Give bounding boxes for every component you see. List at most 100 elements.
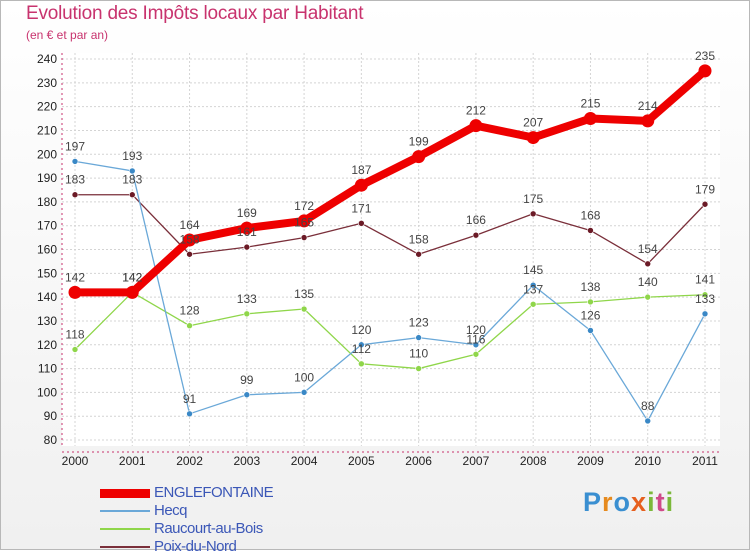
series-line-hecq xyxy=(74,160,706,422)
logo-letter: r xyxy=(602,487,614,517)
data-label: 110 xyxy=(409,347,428,361)
data-label: 116 xyxy=(466,332,485,346)
legend-label: ENGLEFONTAINE xyxy=(154,484,274,501)
data-point xyxy=(587,298,594,306)
x-tick-label: 2008 xyxy=(520,454,547,468)
y-tick-label: 80 xyxy=(44,433,58,447)
proxiti-logo: Proxiti xyxy=(583,487,674,518)
y-tick-label: 190 xyxy=(37,171,57,185)
data-point xyxy=(186,250,193,258)
data-point xyxy=(243,391,251,399)
data-point xyxy=(128,167,136,175)
y-tick-label: 130 xyxy=(37,314,57,328)
data-label: 138 xyxy=(580,280,600,294)
data-point xyxy=(415,250,422,258)
data-label: 161 xyxy=(237,225,257,239)
data-label: 133 xyxy=(695,292,715,306)
data-label: 168 xyxy=(580,208,600,222)
y-tick-label: 90 xyxy=(44,409,58,423)
data-point xyxy=(128,191,136,199)
x-tick-label: 2003 xyxy=(233,454,260,468)
data-label: 171 xyxy=(351,201,371,215)
logo-letter: P xyxy=(583,487,603,517)
data-label: 197 xyxy=(65,139,85,153)
x-tick-label: 2010 xyxy=(634,454,661,468)
x-tick-label: 2009 xyxy=(577,454,604,468)
data-label: 133 xyxy=(237,292,257,306)
data-label: 158 xyxy=(409,232,429,246)
data-label: 112 xyxy=(352,342,371,356)
data-point xyxy=(183,233,197,247)
logo-letter: x xyxy=(631,487,648,517)
data-label: 179 xyxy=(695,182,715,196)
data-point xyxy=(358,220,365,227)
data-label: 164 xyxy=(180,218,200,232)
data-label: 172 xyxy=(294,199,314,213)
data-point xyxy=(529,210,537,218)
data-label: 158 xyxy=(180,232,200,246)
data-point xyxy=(701,200,709,208)
chart-title: Evolution des Impôts locaux par Habitant xyxy=(26,3,364,24)
data-point xyxy=(472,341,480,349)
data-point xyxy=(300,305,308,313)
data-label: 183 xyxy=(122,173,142,187)
logo-letter: t xyxy=(655,487,666,517)
data-label: 135 xyxy=(294,287,314,301)
x-tick-label: 2007 xyxy=(463,454,490,468)
data-point xyxy=(412,150,426,164)
data-label: 128 xyxy=(180,304,200,318)
data-point xyxy=(358,360,365,368)
y-tick-label: 220 xyxy=(37,100,57,114)
data-point xyxy=(415,334,422,341)
data-point xyxy=(472,350,480,358)
data-point xyxy=(358,341,365,349)
y-tick-label: 100 xyxy=(37,385,57,399)
data-point xyxy=(529,300,537,308)
data-point xyxy=(644,260,652,268)
data-point xyxy=(469,119,483,133)
data-point xyxy=(243,310,251,318)
data-label: 120 xyxy=(466,323,486,337)
y-tick-label: 200 xyxy=(37,147,57,161)
legend-label: Raucourt-au-Bois xyxy=(154,520,263,537)
data-label: 199 xyxy=(409,135,429,149)
data-label: 214 xyxy=(638,99,658,113)
data-label: 145 xyxy=(523,263,543,277)
data-point xyxy=(186,410,193,418)
x-tick-label: 2011 xyxy=(692,454,718,468)
logo-letter: i xyxy=(665,487,675,517)
data-point xyxy=(71,346,79,353)
x-tick-label: 2006 xyxy=(405,454,432,468)
y-tick-label: 150 xyxy=(37,266,57,280)
data-point xyxy=(698,64,712,78)
data-label: 142 xyxy=(65,270,85,284)
data-label: 154 xyxy=(638,242,658,256)
data-point xyxy=(587,227,594,234)
y-tick-label: 230 xyxy=(37,76,57,90)
data-label: 88 xyxy=(641,399,655,413)
series-line-englefontaine xyxy=(75,67,708,297)
data-label: 175 xyxy=(523,192,543,206)
data-label: 140 xyxy=(638,275,658,289)
data-label: 235 xyxy=(695,49,715,63)
data-label: 99 xyxy=(240,373,254,387)
y-tick-label: 160 xyxy=(37,243,57,257)
data-label: 165 xyxy=(294,216,314,230)
data-point xyxy=(701,310,709,318)
data-label: 207 xyxy=(523,116,543,130)
y-tick-label: 210 xyxy=(37,123,57,137)
legend-label: Poix-du-Nord xyxy=(154,538,237,555)
y-tick-label: 180 xyxy=(37,195,57,209)
y-tick-label: 110 xyxy=(38,362,57,376)
data-point xyxy=(240,221,254,235)
logo-letter: i xyxy=(647,487,656,517)
legend-label: Hecq xyxy=(154,502,188,519)
data-point xyxy=(583,112,597,126)
data-point xyxy=(529,281,537,289)
data-label: 142 xyxy=(122,270,142,284)
data-point xyxy=(243,243,251,251)
data-point xyxy=(644,293,652,301)
data-point xyxy=(125,285,139,299)
data-point xyxy=(71,158,79,165)
